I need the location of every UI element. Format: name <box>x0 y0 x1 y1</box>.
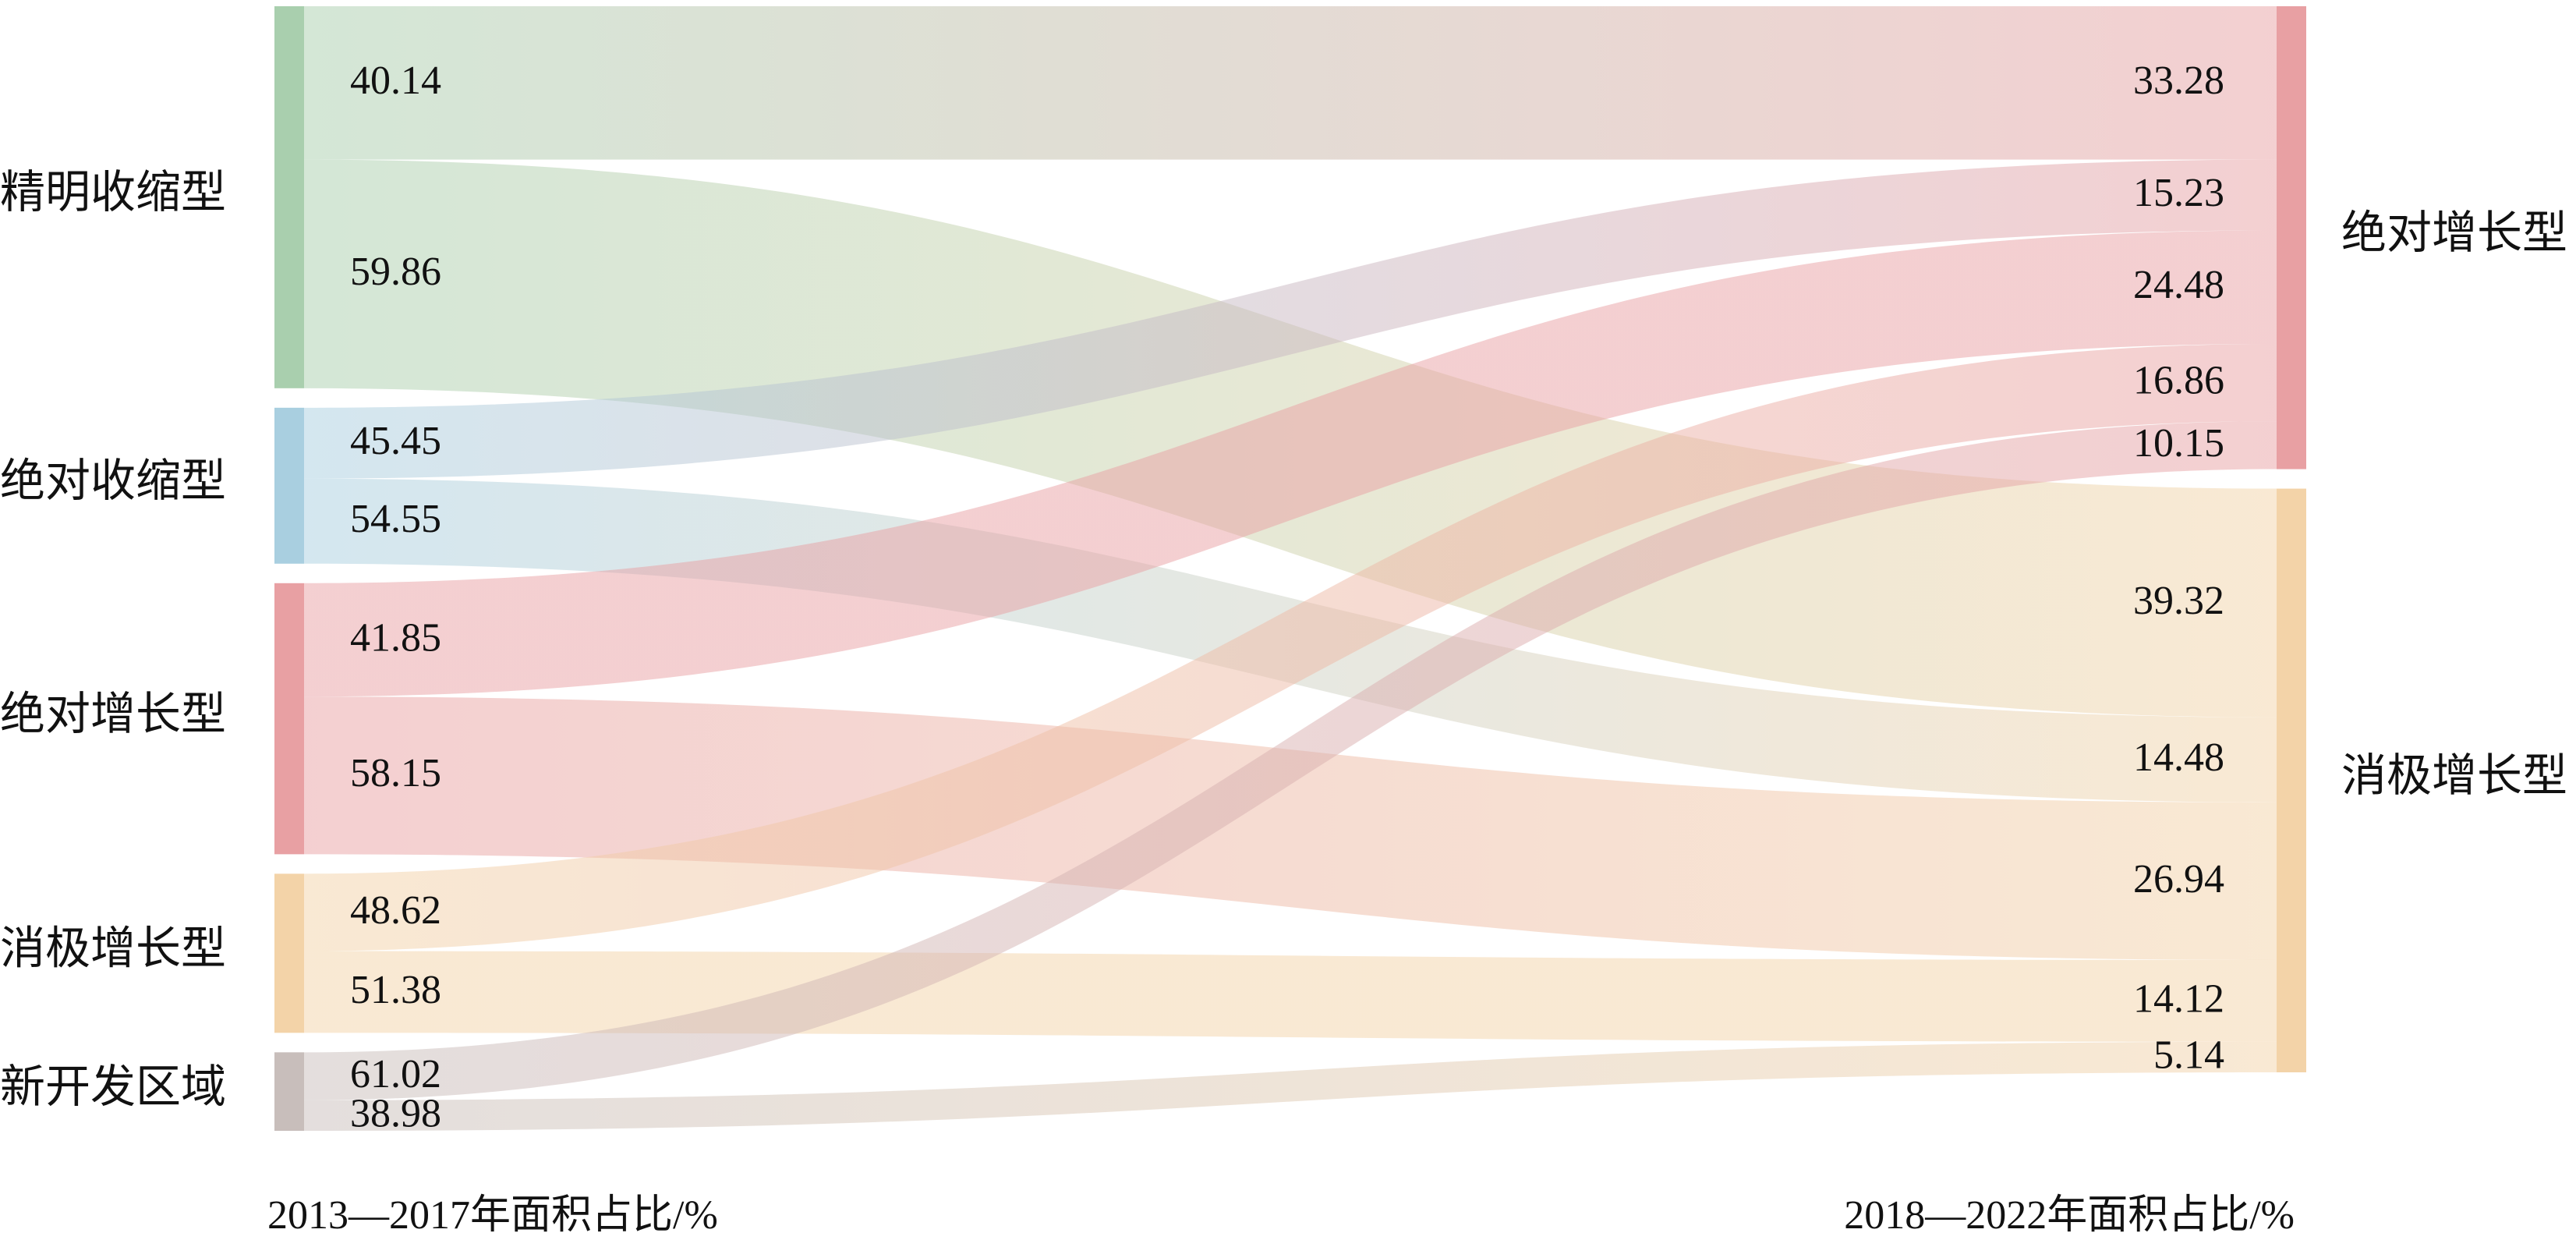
flow <box>304 696 2277 960</box>
flow-source-label: 40.14 <box>350 58 441 103</box>
right-node-label: 绝对增长型 <box>2341 207 2567 258</box>
flow-target-label: 5.14 <box>2153 1033 2224 1077</box>
flow-target-label: 39.32 <box>2133 579 2224 623</box>
flow <box>304 421 2277 1100</box>
flow-target-label: 15.23 <box>2133 171 2224 215</box>
left-node <box>274 6 304 388</box>
left-node <box>274 583 304 855</box>
target-title: 2018—2022年面积占比/% <box>1844 1193 2295 1238</box>
flow-target-label: 14.48 <box>2133 735 2224 780</box>
flow-source-label: 58.15 <box>350 751 441 795</box>
flow-source-label: 41.85 <box>350 615 441 660</box>
flow <box>304 6 2277 160</box>
left-node-label: 新开发区域 <box>0 1061 226 1112</box>
flow <box>304 343 2277 951</box>
source-title: 2013—2017年面积占比/% <box>267 1193 718 1238</box>
nodes <box>274 6 2306 1131</box>
flow <box>304 159 2277 479</box>
flow-source-label: 45.45 <box>350 419 441 463</box>
flow-source-label: 38.98 <box>350 1091 441 1135</box>
right-node <box>2277 488 2306 1072</box>
left-node <box>274 407 304 564</box>
flow <box>304 951 2277 1042</box>
flow <box>304 1041 2277 1131</box>
flow-source-label: 61.02 <box>350 1052 441 1097</box>
flow-target-label: 10.15 <box>2133 421 2224 466</box>
left-node <box>274 1052 304 1131</box>
left-node <box>274 873 304 1033</box>
left-node-label: 绝对收缩型 <box>0 455 226 506</box>
flow <box>304 230 2277 697</box>
flow-source-label: 48.62 <box>350 888 441 933</box>
flows <box>304 6 2277 1131</box>
right-node <box>2277 6 2306 469</box>
flow-source-label: 59.86 <box>350 250 441 294</box>
flow-target-label: 33.28 <box>2133 58 2224 103</box>
labels: 40.14 33.28 59.86 39.32 45.45 15.23 54.55 14.48… <box>0 58 2567 1135</box>
flow-source-label: 51.38 <box>350 968 441 1012</box>
flow-target-label: 26.94 <box>2133 857 2224 902</box>
right-node-label: 消极增长型 <box>2341 750 2567 801</box>
flow-target-label: 14.12 <box>2133 976 2224 1021</box>
flow-target-label: 16.86 <box>2133 358 2224 402</box>
left-node-label: 绝对增长型 <box>0 689 226 739</box>
left-node-label: 精明收缩型 <box>0 167 226 218</box>
flow-target-label: 24.48 <box>2133 263 2224 307</box>
left-node-label: 消极增长型 <box>0 923 226 974</box>
flow-source-label: 54.55 <box>350 497 441 541</box>
